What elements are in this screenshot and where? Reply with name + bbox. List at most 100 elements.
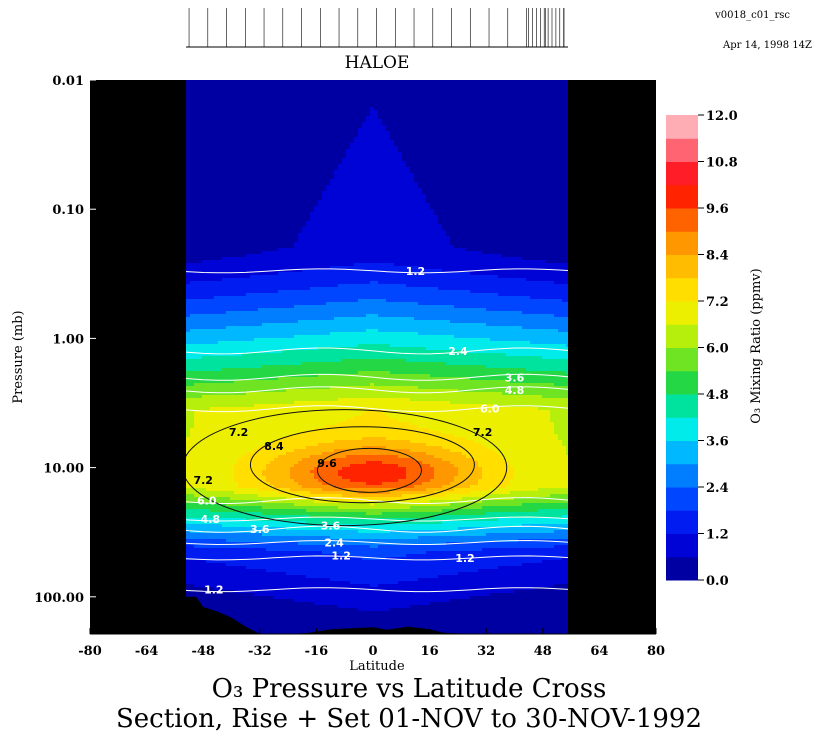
heatmap-cell — [270, 350, 275, 354]
heatmap-cell — [254, 350, 259, 354]
heatmap-cell — [278, 536, 283, 540]
heatmap-cell — [226, 233, 231, 237]
heatmap-cell — [266, 437, 271, 441]
heatmap-cell — [286, 443, 291, 447]
heatmap-cell — [202, 347, 207, 351]
heatmap-cell — [226, 416, 231, 420]
heatmap-cell — [206, 197, 211, 201]
heatmap-cell — [258, 233, 263, 237]
heatmap-cell — [238, 305, 243, 309]
heatmap-cell — [198, 518, 203, 522]
heatmap-cell — [250, 404, 255, 408]
heatmap-cell — [198, 446, 203, 450]
heatmap-cell — [210, 359, 215, 363]
heatmap-cell — [250, 503, 255, 507]
heatmap-cell — [210, 494, 215, 498]
heatmap-cell — [210, 233, 215, 237]
heatmap-cell — [242, 122, 247, 126]
heatmap-cell — [262, 164, 267, 168]
heatmap-cell — [274, 332, 279, 336]
heatmap-cell — [270, 482, 275, 486]
heatmap-cell — [266, 263, 271, 267]
heatmap-cell — [202, 116, 207, 120]
heatmap-cell — [278, 149, 283, 153]
heatmap-cell — [290, 470, 295, 474]
heatmap-cell — [234, 383, 239, 387]
heatmap-cell — [238, 389, 243, 393]
heatmap-cell — [254, 512, 259, 516]
heatmap-cell — [286, 530, 291, 534]
heatmap-cell — [274, 578, 279, 582]
heatmap-cell — [194, 554, 199, 558]
instrument-label: HALOE — [345, 53, 410, 73]
heatmap-cell — [262, 233, 267, 237]
heatmap-cell — [270, 296, 275, 300]
heatmap-cell — [186, 275, 191, 279]
heatmap-cell — [222, 548, 227, 552]
heatmap-cell — [286, 110, 291, 114]
heatmap-cell — [222, 311, 227, 315]
heatmap-cell — [206, 134, 211, 138]
heatmap-cell — [186, 503, 191, 507]
heatmap-cell — [214, 119, 219, 123]
heatmap-cell — [214, 386, 219, 390]
heatmap-cell — [186, 191, 191, 195]
heatmap-cell — [250, 425, 255, 429]
heatmap-cell — [270, 530, 275, 534]
heatmap-cell — [186, 575, 191, 579]
heatmap-cell — [198, 164, 203, 168]
heatmap-cell — [198, 182, 203, 186]
heatmap-cell — [190, 398, 195, 402]
heatmap-cell — [230, 392, 235, 396]
heatmap-cell — [198, 434, 203, 438]
heatmap-cell — [250, 179, 255, 183]
heatmap-cell — [222, 554, 227, 558]
heatmap-cell — [222, 500, 227, 504]
heatmap-cell — [238, 332, 243, 336]
heatmap-cell — [282, 455, 287, 459]
heatmap-cell — [258, 107, 263, 111]
heatmap-cell — [194, 254, 199, 258]
heatmap-cell — [254, 80, 259, 84]
heatmap-cell — [246, 335, 251, 339]
heatmap-cell — [250, 344, 255, 348]
heatmap-cell — [194, 533, 199, 537]
heatmap-cell — [218, 533, 223, 537]
heatmap-cell — [194, 479, 199, 483]
heatmap-cell — [286, 503, 291, 507]
heatmap-cell — [262, 392, 267, 396]
heatmap-cell — [194, 566, 199, 570]
heatmap-cell — [202, 371, 207, 375]
heatmap-cell — [230, 221, 235, 225]
heatmap-cell — [274, 326, 279, 330]
heatmap-cell — [194, 98, 199, 102]
heatmap-cell — [230, 359, 235, 363]
heatmap-cell — [210, 284, 215, 288]
heatmap-cell — [218, 326, 223, 330]
heatmap-cell — [198, 539, 203, 543]
heatmap-cell — [258, 272, 263, 276]
heatmap-cell — [222, 209, 227, 213]
heatmap-cell — [266, 569, 271, 573]
heatmap-cell — [222, 155, 227, 159]
heatmap-cell — [250, 230, 255, 234]
heatmap-cell — [198, 284, 203, 288]
heatmap-cell — [198, 566, 203, 570]
heatmap-cell — [250, 98, 255, 102]
heatmap-cell — [242, 389, 247, 393]
heatmap-cell — [210, 182, 215, 186]
heatmap-cell — [250, 497, 255, 501]
heatmap-cell — [242, 497, 247, 501]
heatmap-cell — [266, 170, 271, 174]
heatmap-cell — [206, 338, 211, 342]
heatmap-cell — [250, 422, 255, 426]
heatmap-cell — [214, 80, 219, 84]
heatmap-cell — [266, 104, 271, 108]
heatmap-cell — [214, 569, 219, 573]
heatmap-cell — [234, 527, 239, 531]
heatmap-cell — [242, 485, 247, 489]
heatmap-cell — [198, 155, 203, 159]
heatmap-cell — [274, 167, 279, 171]
heatmap-cell — [242, 338, 247, 342]
heatmap-cell — [242, 242, 247, 246]
